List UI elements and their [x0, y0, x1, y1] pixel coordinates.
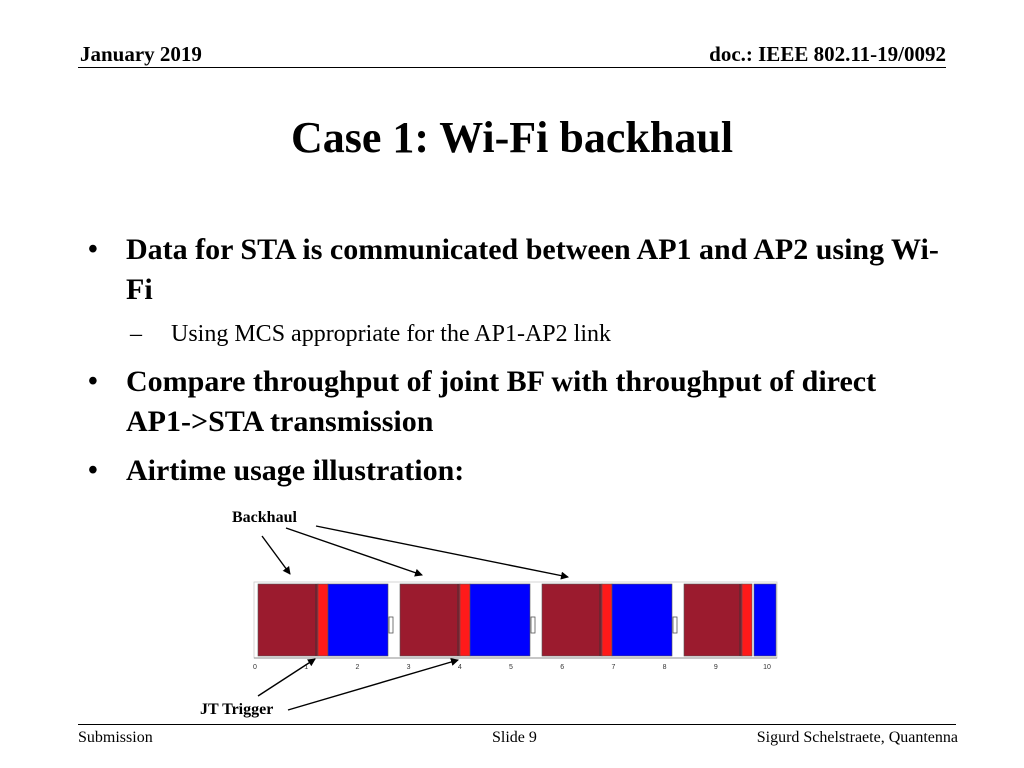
axis-tick-labels: 0 1 2 3 4 5 6 7 8 9 10	[253, 664, 771, 671]
footer-slide-number: Slide 9	[492, 729, 537, 746]
tick-label: 5	[509, 664, 513, 671]
joint-tx-segment	[611, 583, 673, 657]
bullet-marker: •	[88, 234, 98, 265]
jt-trigger-segment	[317, 583, 329, 657]
airtime-timeline	[257, 583, 777, 657]
footer-submission: Submission	[78, 729, 153, 746]
bullet-text: Compare throughput of joint BF with thro…	[126, 365, 877, 438]
sub-bullet-marker: –	[130, 321, 142, 347]
bullet-text: Data for STA is communicated between AP1…	[126, 233, 939, 306]
footer-author: Sigurd Schelstraete, Quantenna	[756, 729, 958, 746]
header-doc-id: doc.: IEEE 802.11-19/0092	[709, 42, 946, 66]
backhaul-arrow	[261, 535, 291, 575]
tick-label: 2	[355, 664, 359, 671]
tick-label: 9	[714, 664, 718, 671]
backhaul-segment	[257, 583, 319, 657]
tick-label: 3	[407, 664, 411, 671]
jt-trigger-segment	[459, 583, 471, 657]
tick-label: 6	[560, 664, 564, 671]
backhaul-arrow	[315, 525, 569, 580]
jt-trigger-label: JT Trigger	[200, 701, 273, 718]
header-date: January 2019	[80, 42, 202, 66]
tick-label: 8	[663, 664, 667, 671]
trigger-arrow	[287, 658, 459, 711]
footer-divider	[78, 724, 956, 725]
tick-label: 0	[253, 664, 257, 671]
gap-marker	[672, 616, 678, 634]
backhaul-label: Backhaul	[232, 509, 297, 526]
backhaul-segment	[683, 583, 743, 657]
tick-label: 4	[458, 664, 462, 671]
bullet-text: Airtime usage illustration:	[126, 454, 465, 487]
header-divider	[78, 67, 946, 68]
slide-title: Case 1: Wi-Fi backhaul	[290, 113, 734, 162]
joint-tx-segment	[469, 583, 531, 657]
sub-bullet-text: Using MCS appropriate for the AP1-AP2 li…	[171, 321, 611, 347]
backhaul-arrow	[285, 527, 423, 577]
bullet-marker: •	[88, 366, 98, 397]
trigger-arrow	[257, 658, 316, 697]
tick-label: 10	[763, 664, 771, 671]
gap-marker	[530, 616, 536, 634]
gap-marker	[388, 616, 394, 634]
joint-tx-segment	[327, 583, 389, 657]
tick-label: 7	[611, 664, 615, 671]
backhaul-segment	[399, 583, 461, 657]
airtime-usage-figure: Backhaul 0 1 2 3 4 5 6 7 8 9 10 JT Trigg…	[200, 509, 778, 718]
jt-trigger-segment	[741, 583, 753, 657]
tick-label: 1	[304, 664, 308, 671]
backhaul-segment	[541, 583, 603, 657]
bullet-marker: •	[88, 455, 98, 486]
joint-tx-segment	[753, 583, 777, 657]
jt-trigger-segment	[601, 583, 613, 657]
